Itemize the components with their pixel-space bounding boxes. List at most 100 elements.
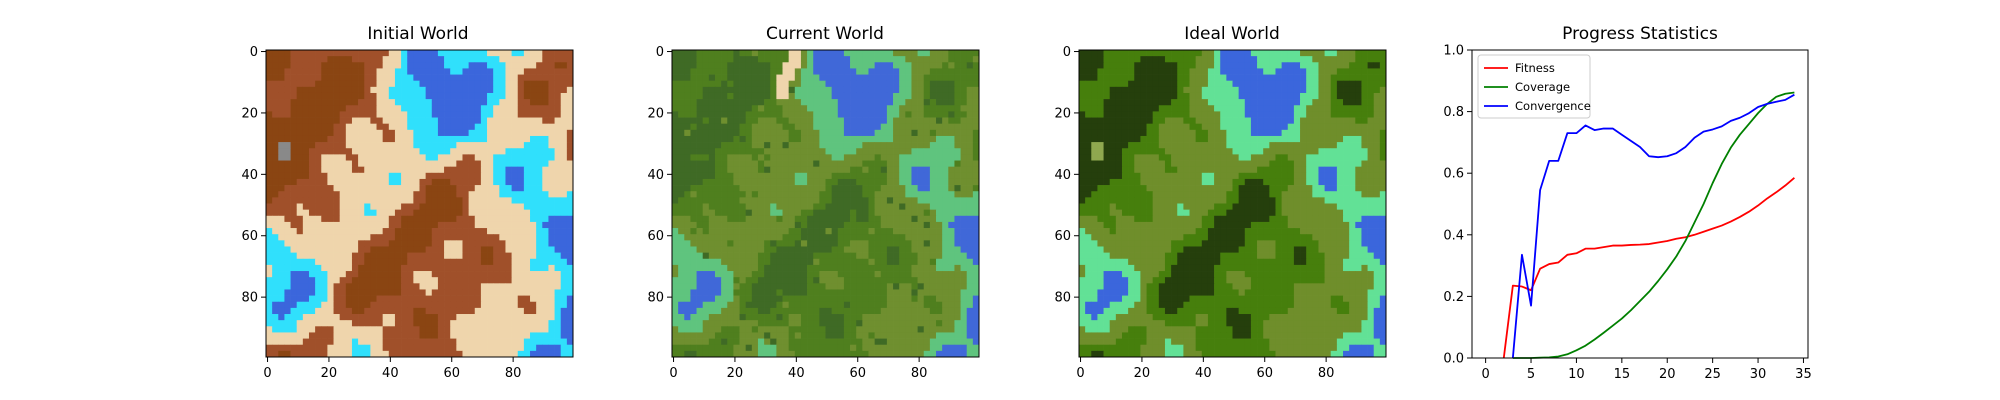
terrain-cell bbox=[757, 258, 765, 266]
terrain-cell bbox=[727, 86, 734, 94]
terrain-cell bbox=[886, 320, 894, 327]
terrain-cell bbox=[339, 203, 347, 210]
terrain-cell bbox=[388, 166, 396, 174]
terrain-cell bbox=[954, 142, 961, 149]
terrain-cell bbox=[566, 117, 574, 125]
terrain-cell bbox=[382, 228, 390, 235]
terrain-cell bbox=[425, 74, 433, 82]
terrain-cell bbox=[302, 307, 310, 315]
terrain-cell bbox=[554, 246, 562, 253]
terrain-cell bbox=[868, 166, 875, 174]
terrain-cell bbox=[905, 332, 912, 339]
terrain-cell bbox=[388, 338, 396, 346]
terrain-cell bbox=[487, 221, 494, 229]
terrain-cell bbox=[776, 197, 783, 204]
terrain-cell bbox=[566, 350, 574, 358]
terrain-cell bbox=[548, 99, 555, 106]
terrain-cell bbox=[905, 50, 912, 57]
terrain-cell bbox=[370, 105, 377, 112]
terrain-cell bbox=[487, 271, 494, 278]
terrain-cell bbox=[401, 295, 408, 303]
terrain-cell bbox=[450, 135, 457, 143]
terrain-cell bbox=[788, 197, 796, 204]
terrain-cell bbox=[499, 135, 506, 143]
terrain-cell bbox=[972, 240, 980, 247]
terrain-cell bbox=[278, 166, 285, 174]
terrain-cell bbox=[345, 209, 353, 217]
terrain-cell bbox=[462, 105, 469, 112]
terrain-cell bbox=[554, 191, 562, 198]
terrain-cell bbox=[523, 62, 531, 69]
terrain-cell bbox=[843, 62, 851, 69]
terrain-cell bbox=[450, 160, 457, 168]
terrain-cell bbox=[431, 191, 439, 198]
terrain-cell bbox=[972, 160, 980, 168]
terrain-cell bbox=[690, 326, 697, 333]
terrain-cell bbox=[954, 117, 961, 125]
terrain-cell bbox=[493, 246, 500, 253]
terrain-cell bbox=[493, 62, 500, 69]
terrain-cell bbox=[530, 295, 537, 303]
terrain-cell bbox=[813, 50, 820, 57]
terrain-cell bbox=[776, 295, 783, 303]
terrain-cell bbox=[905, 148, 912, 155]
terrain-cell bbox=[419, 203, 426, 210]
terrain-cell bbox=[886, 111, 894, 118]
terrain-cell bbox=[739, 99, 747, 106]
terrain-cell bbox=[376, 172, 384, 180]
terrain-cell bbox=[290, 246, 298, 253]
terrain-cell bbox=[266, 178, 273, 186]
terrain-cell bbox=[302, 240, 310, 247]
terrain-cell bbox=[370, 246, 377, 253]
terrain-cell bbox=[266, 68, 273, 75]
terrain-cell bbox=[431, 258, 439, 266]
terrain-cell bbox=[966, 320, 974, 327]
terrain-cell bbox=[837, 246, 845, 253]
terrain-cell bbox=[690, 62, 697, 69]
terrain-cell bbox=[345, 221, 353, 229]
terrain-cell bbox=[899, 166, 906, 174]
terrain-cell bbox=[560, 344, 568, 352]
terrain-cell bbox=[388, 320, 396, 327]
terrain-cell bbox=[874, 221, 882, 229]
terrain-cell bbox=[302, 154, 310, 161]
terrain-cell bbox=[794, 62, 802, 69]
terrain-cell bbox=[290, 86, 298, 94]
terrain-cell bbox=[327, 338, 334, 346]
terrain-cell bbox=[788, 135, 796, 143]
terrain-cell bbox=[813, 178, 820, 186]
terrain-cell bbox=[388, 277, 396, 284]
terrain-cell bbox=[874, 283, 882, 290]
terrain-cell bbox=[456, 197, 463, 204]
terrain-cell bbox=[266, 56, 273, 63]
terrain-cell bbox=[382, 62, 390, 69]
terrain-cell bbox=[511, 344, 519, 352]
terrain-cell bbox=[936, 344, 943, 352]
terrain-cell bbox=[954, 203, 961, 210]
terrain-cell bbox=[862, 154, 869, 161]
terrain-cell bbox=[425, 172, 433, 180]
terrain-cell bbox=[321, 62, 328, 69]
terrain-cell bbox=[480, 320, 488, 327]
terrain-cell bbox=[960, 203, 968, 210]
terrain-cell bbox=[936, 264, 943, 272]
terrain-cell bbox=[972, 197, 980, 204]
terrain-cell bbox=[327, 50, 334, 57]
terrain-cell bbox=[554, 129, 562, 137]
terrain-cell bbox=[972, 68, 980, 75]
terrain-cell bbox=[739, 295, 747, 303]
terrain-cell bbox=[487, 215, 494, 223]
terrain-cell bbox=[437, 228, 445, 235]
terrain-cell bbox=[315, 135, 322, 143]
terrain-cell bbox=[739, 314, 747, 321]
terrain-cell bbox=[468, 332, 476, 339]
terrain-cell bbox=[327, 166, 334, 174]
terrain-cell bbox=[566, 135, 574, 143]
terrain-cell bbox=[554, 185, 562, 192]
terrain-cell bbox=[462, 160, 469, 168]
terrain-cell bbox=[505, 160, 512, 168]
terrain-cell bbox=[936, 277, 943, 284]
terrain-cell bbox=[548, 252, 555, 260]
terrain-cell bbox=[733, 68, 740, 75]
terrain-cell bbox=[401, 332, 408, 339]
